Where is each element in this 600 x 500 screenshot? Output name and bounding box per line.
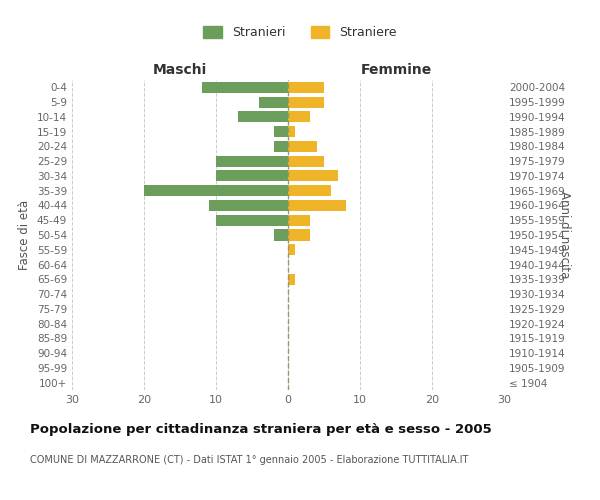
Bar xyxy=(216,170,288,181)
Bar xyxy=(288,96,324,108)
Bar xyxy=(288,274,295,285)
Text: Femmine: Femmine xyxy=(361,63,431,77)
Bar xyxy=(288,156,324,166)
Bar xyxy=(288,230,310,240)
Bar xyxy=(238,112,288,122)
Y-axis label: Anni di nascita: Anni di nascita xyxy=(558,192,571,278)
Bar xyxy=(288,82,324,93)
Bar xyxy=(288,170,338,181)
Text: Maschi: Maschi xyxy=(153,63,207,77)
Bar xyxy=(288,185,331,196)
Bar xyxy=(274,141,288,152)
Bar xyxy=(144,185,288,196)
Text: Popolazione per cittadinanza straniera per età e sesso - 2005: Popolazione per cittadinanza straniera p… xyxy=(30,422,492,436)
Y-axis label: Fasce di età: Fasce di età xyxy=(19,200,31,270)
Bar xyxy=(288,112,310,122)
Bar xyxy=(288,141,317,152)
Bar xyxy=(288,214,310,226)
Bar xyxy=(288,126,295,137)
Bar xyxy=(216,156,288,166)
Bar xyxy=(209,200,288,211)
Bar xyxy=(288,200,346,211)
Legend: Stranieri, Straniere: Stranieri, Straniere xyxy=(198,21,402,44)
Bar xyxy=(288,244,295,256)
Bar xyxy=(274,230,288,240)
Bar xyxy=(216,214,288,226)
Bar xyxy=(259,96,288,108)
Bar xyxy=(202,82,288,93)
Bar xyxy=(274,126,288,137)
Text: COMUNE DI MAZZARRONE (CT) - Dati ISTAT 1° gennaio 2005 - Elaborazione TUTTITALIA: COMUNE DI MAZZARRONE (CT) - Dati ISTAT 1… xyxy=(30,455,469,465)
